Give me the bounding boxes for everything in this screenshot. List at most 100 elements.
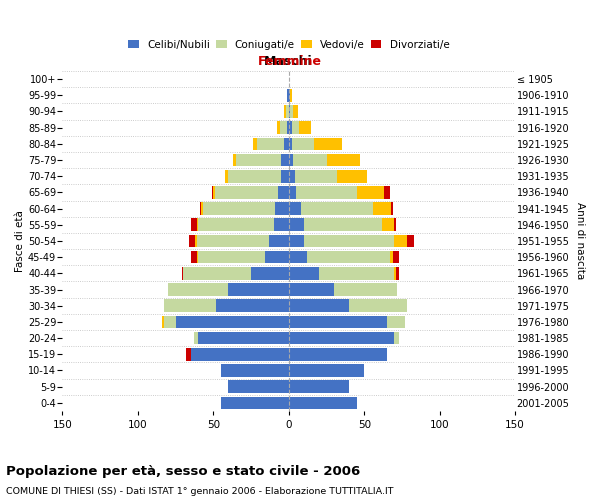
Bar — [281, 170, 289, 182]
Bar — [289, 332, 394, 344]
Bar — [284, 138, 289, 150]
Bar — [319, 267, 394, 280]
Bar — [233, 154, 236, 166]
Bar — [349, 300, 407, 312]
Bar — [289, 186, 296, 198]
Bar — [287, 122, 289, 134]
Bar — [295, 170, 337, 182]
Bar — [221, 364, 289, 377]
Bar — [407, 234, 414, 248]
Bar — [289, 138, 292, 150]
Bar — [197, 234, 269, 248]
Bar — [229, 170, 281, 182]
Y-axis label: Anni di nascita: Anni di nascita — [575, 202, 585, 280]
Bar — [384, 186, 390, 198]
Bar — [191, 218, 197, 231]
Bar — [391, 202, 393, 215]
Bar — [186, 348, 191, 360]
Y-axis label: Fasce di età: Fasce di età — [15, 210, 25, 272]
Bar — [164, 300, 217, 312]
Bar — [289, 234, 304, 248]
Bar — [277, 122, 280, 134]
Bar — [226, 170, 229, 182]
Bar — [304, 234, 394, 248]
Bar — [289, 154, 293, 166]
Bar — [293, 105, 298, 118]
Text: Maschi: Maschi — [264, 54, 313, 68]
Bar — [289, 170, 295, 182]
Bar — [289, 348, 387, 360]
Bar — [265, 251, 289, 264]
Bar — [337, 170, 367, 182]
Bar — [289, 283, 334, 296]
Bar — [293, 154, 326, 166]
Bar — [299, 122, 311, 134]
Bar — [289, 380, 349, 393]
Bar — [275, 202, 289, 215]
Bar — [289, 251, 307, 264]
Bar — [191, 348, 289, 360]
Bar — [304, 218, 382, 231]
Bar — [396, 267, 399, 280]
Bar — [183, 267, 251, 280]
Bar — [194, 332, 198, 344]
Text: Popolazione per età, sesso e stato civile - 2006: Popolazione per età, sesso e stato civil… — [6, 465, 360, 478]
Bar — [292, 138, 314, 150]
Bar — [201, 202, 203, 215]
Bar — [382, 218, 394, 231]
Bar — [278, 186, 289, 198]
Bar — [164, 316, 176, 328]
Bar — [289, 300, 349, 312]
Bar — [269, 234, 289, 248]
Bar — [198, 218, 274, 231]
Bar — [326, 154, 360, 166]
Bar — [162, 316, 164, 328]
Bar — [292, 122, 299, 134]
Bar — [394, 332, 399, 344]
Bar — [191, 251, 197, 264]
Bar — [289, 267, 319, 280]
Bar — [168, 283, 229, 296]
Bar — [290, 89, 292, 102]
Bar — [393, 251, 399, 264]
Bar — [307, 251, 390, 264]
Bar — [229, 380, 289, 393]
Bar — [387, 316, 405, 328]
Bar — [197, 218, 198, 231]
Bar — [394, 218, 396, 231]
Text: COMUNE DI THIESI (SS) - Dati ISTAT 1° gennaio 2006 - Elaborazione TUTTITALIA.IT: COMUNE DI THIESI (SS) - Dati ISTAT 1° ge… — [6, 488, 394, 496]
Bar — [221, 396, 289, 409]
Bar — [217, 300, 289, 312]
Bar — [182, 267, 183, 280]
Bar — [290, 105, 293, 118]
Bar — [229, 283, 289, 296]
Bar — [198, 251, 265, 264]
Bar — [289, 364, 364, 377]
Bar — [289, 396, 357, 409]
Bar — [289, 316, 387, 328]
Bar — [281, 154, 289, 166]
Bar — [280, 122, 287, 134]
Bar — [257, 138, 284, 150]
Bar — [289, 89, 290, 102]
Bar — [289, 202, 301, 215]
Text: Femmine: Femmine — [258, 54, 322, 68]
Bar — [289, 122, 292, 134]
Bar — [296, 186, 357, 198]
Bar — [289, 105, 290, 118]
Bar — [197, 251, 198, 264]
Bar — [394, 234, 407, 248]
Bar — [301, 202, 373, 215]
Bar — [394, 267, 396, 280]
Bar — [373, 202, 391, 215]
Bar — [253, 138, 257, 150]
Bar — [314, 138, 341, 150]
Bar — [284, 105, 286, 118]
Bar — [176, 316, 289, 328]
Bar — [212, 186, 214, 198]
Bar — [203, 202, 275, 215]
Bar — [214, 186, 215, 198]
Bar — [215, 186, 278, 198]
Bar — [236, 154, 281, 166]
Bar — [289, 218, 304, 231]
